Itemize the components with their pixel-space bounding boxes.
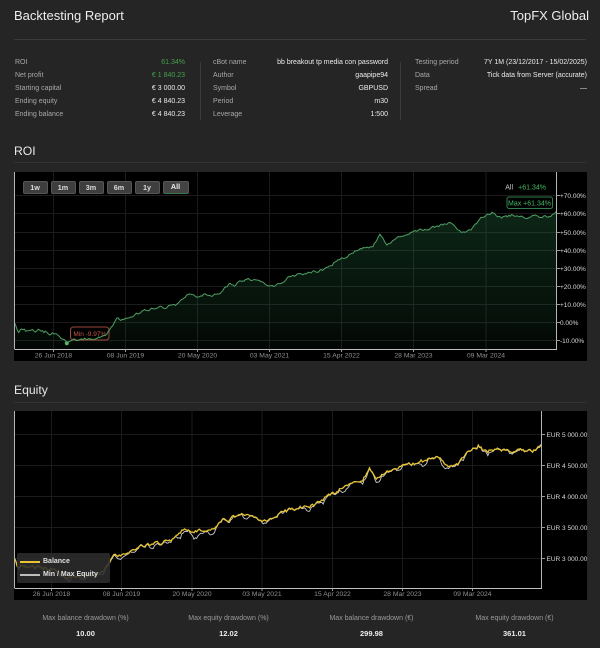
svg-text:0.00%: 0.00%: [560, 320, 579, 327]
svg-text:03 May 2021: 03 May 2021: [242, 591, 282, 598]
svg-text:+20.00%: +20.00%: [560, 284, 586, 291]
svg-text:15 Apr 2022: 15 Apr 2022: [314, 591, 351, 598]
svg-text:08 Jun 2019: 08 Jun 2019: [107, 353, 145, 360]
svg-text:Max +61.34%: Max +61.34%: [508, 201, 551, 208]
svg-text:EUR 5 000.00: EUR 5 000.00: [547, 432, 588, 439]
svg-text:+70.00%: +70.00%: [560, 193, 586, 200]
svg-text:09 Mar 2024: 09 Mar 2024: [453, 591, 491, 598]
svg-text:28 Mar 2023: 28 Mar 2023: [383, 591, 421, 598]
svg-text:20 May 2020: 20 May 2020: [172, 591, 212, 598]
svg-text:All: All: [505, 185, 513, 192]
svg-text:-10.00%: -10.00%: [560, 338, 584, 345]
svg-text:+30.00%: +30.00%: [560, 266, 586, 273]
svg-text:08 Jun 2019: 08 Jun 2019: [103, 591, 141, 598]
svg-text:+60.00%: +60.00%: [560, 211, 586, 218]
svg-text:09 Mar 2024: 09 Mar 2024: [467, 353, 505, 360]
svg-text:+10.00%: +10.00%: [560, 302, 586, 309]
svg-text:03 May 2021: 03 May 2021: [250, 353, 290, 360]
svg-text:20 May 2020: 20 May 2020: [178, 353, 218, 360]
svg-text:26 Jun 2018: 26 Jun 2018: [35, 353, 73, 360]
svg-text:+50.00%: +50.00%: [560, 230, 586, 237]
svg-text:EUR 4 000.00: EUR 4 000.00: [547, 494, 588, 501]
svg-text:EUR 4 500.00: EUR 4 500.00: [547, 463, 588, 470]
svg-text:EUR 3 000.00: EUR 3 000.00: [547, 556, 588, 563]
svg-text:28 Mar 2023: 28 Mar 2023: [394, 353, 432, 360]
svg-text:Min -9.97%: Min -9.97%: [73, 331, 106, 338]
svg-text:EUR 3 500.00: EUR 3 500.00: [547, 525, 588, 532]
svg-text:+40.00%: +40.00%: [560, 248, 586, 255]
svg-text:15 Apr 2022: 15 Apr 2022: [323, 353, 360, 360]
svg-text:26 Jun 2018: 26 Jun 2018: [33, 591, 71, 598]
svg-text:+61.34%: +61.34%: [518, 185, 546, 192]
